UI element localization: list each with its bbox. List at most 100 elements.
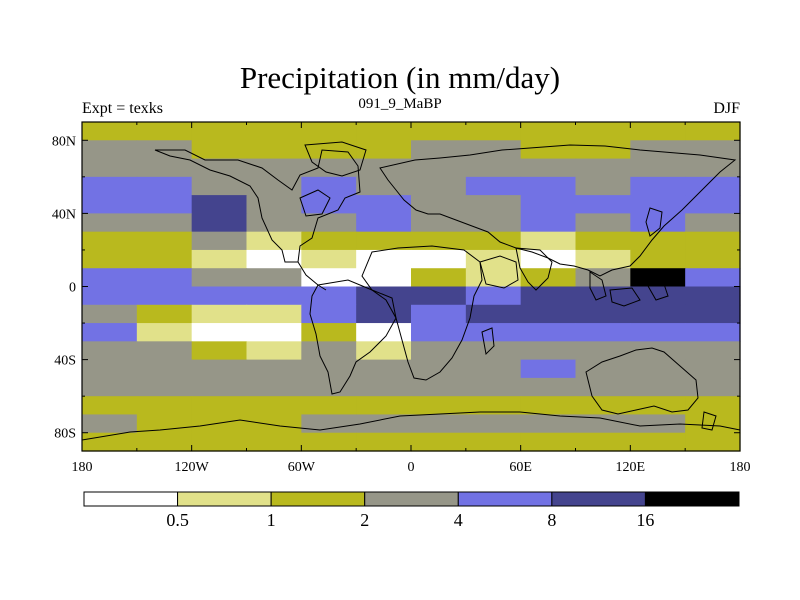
x-tick-label: 60E	[509, 460, 532, 475]
precip-cell	[630, 176, 686, 196]
precip-cell	[82, 158, 138, 178]
coastline-arabia	[479, 255, 519, 289]
colorbar-swatch	[83, 491, 179, 507]
precip-cell	[356, 268, 412, 288]
precip-cell	[575, 304, 631, 324]
precip-cell	[136, 304, 193, 324]
coastline-hudson-bay	[299, 189, 331, 217]
precip-cell	[246, 231, 302, 251]
map-cells	[82, 122, 741, 452]
colorbar-swatch	[270, 491, 366, 507]
precip-cell	[301, 377, 357, 397]
precip-cell	[246, 176, 302, 196]
precip-cell	[575, 213, 631, 233]
precip-cell	[630, 432, 686, 452]
precip-cell	[465, 122, 522, 141]
precip-cell	[136, 359, 193, 379]
precip-cell	[520, 249, 577, 269]
coastline-central-america	[297, 261, 327, 291]
precip-cell	[465, 359, 522, 379]
precip-cell	[82, 414, 138, 434]
precip-cell	[520, 414, 577, 434]
precip-cell	[301, 286, 357, 306]
colorbar-swatch	[364, 491, 459, 507]
precip-cell	[356, 140, 412, 160]
precip-cell	[520, 140, 577, 160]
precip-cell	[630, 213, 686, 233]
colorbar-label: 16	[636, 510, 654, 530]
chart-subtitle: 091_9_MaBP	[358, 96, 442, 112]
precip-cell	[411, 140, 467, 160]
precip-cell	[685, 377, 741, 397]
colorbar-swatch	[177, 491, 272, 507]
precip-cell	[575, 122, 631, 141]
precip-cell	[411, 286, 467, 306]
y-tick-label: 40S	[54, 354, 76, 369]
precip-cell	[82, 231, 138, 251]
precip-cell	[465, 286, 522, 306]
precip-cell	[520, 377, 577, 397]
precip-cell	[411, 304, 467, 324]
coastline-greenland	[304, 141, 367, 177]
precip-cell	[356, 323, 412, 342]
precip-cell	[246, 323, 302, 342]
precip-cell	[356, 359, 412, 379]
precip-cell	[82, 304, 138, 324]
precip-cell	[630, 359, 686, 379]
coastline-south-america	[309, 279, 397, 395]
coastline-india	[515, 247, 553, 291]
precip-cell	[356, 396, 412, 416]
precip-cell	[630, 304, 686, 324]
precip-cell	[356, 231, 412, 251]
precip-cell	[411, 341, 467, 361]
precip-cell	[136, 231, 193, 251]
precip-cell	[685, 213, 741, 233]
precip-cell	[520, 359, 577, 379]
precip-cell	[685, 158, 741, 178]
precip-cell	[411, 414, 467, 434]
precip-cell	[465, 341, 522, 361]
coastlines	[81, 141, 741, 441]
precip-cell	[136, 377, 193, 397]
coastline-australia	[585, 347, 699, 415]
precip-cell	[301, 359, 357, 379]
precip-cell	[465, 323, 522, 342]
colorbar-swatch	[644, 491, 740, 507]
precip-cell	[246, 158, 302, 178]
precip-cell	[465, 176, 522, 196]
precip-cell	[246, 414, 302, 434]
precip-cell	[191, 304, 248, 324]
precip-cell	[191, 359, 248, 379]
precip-cell	[630, 323, 686, 342]
precip-cell	[136, 396, 193, 416]
precip-cell	[82, 323, 138, 342]
precip-cell	[520, 195, 577, 214]
precip-cell	[575, 414, 631, 434]
precip-cell	[136, 414, 193, 434]
precip-cell	[191, 268, 248, 288]
precip-cell	[301, 158, 357, 178]
season-label: DJF	[713, 100, 740, 117]
colorbar-label: 1	[267, 510, 276, 530]
precip-cell	[685, 323, 741, 342]
precip-cell	[191, 140, 248, 160]
precip-cell	[246, 140, 302, 160]
precip-cell	[136, 195, 193, 214]
precip-cell	[356, 304, 412, 324]
precip-cell	[191, 213, 248, 233]
precip-cell	[191, 176, 248, 196]
precip-cell	[685, 231, 741, 251]
precip-cell	[520, 304, 577, 324]
precip-cell	[301, 195, 357, 214]
precip-cell	[465, 213, 522, 233]
precip-cell	[301, 432, 357, 452]
precip-cell	[630, 122, 686, 141]
precip-cell	[82, 195, 138, 214]
precip-cell	[465, 396, 522, 416]
precip-cell	[136, 432, 193, 452]
precip-cell	[520, 432, 577, 452]
precip-cell	[630, 158, 686, 178]
colorbar-swatch	[551, 491, 646, 507]
precip-cell	[191, 231, 248, 251]
